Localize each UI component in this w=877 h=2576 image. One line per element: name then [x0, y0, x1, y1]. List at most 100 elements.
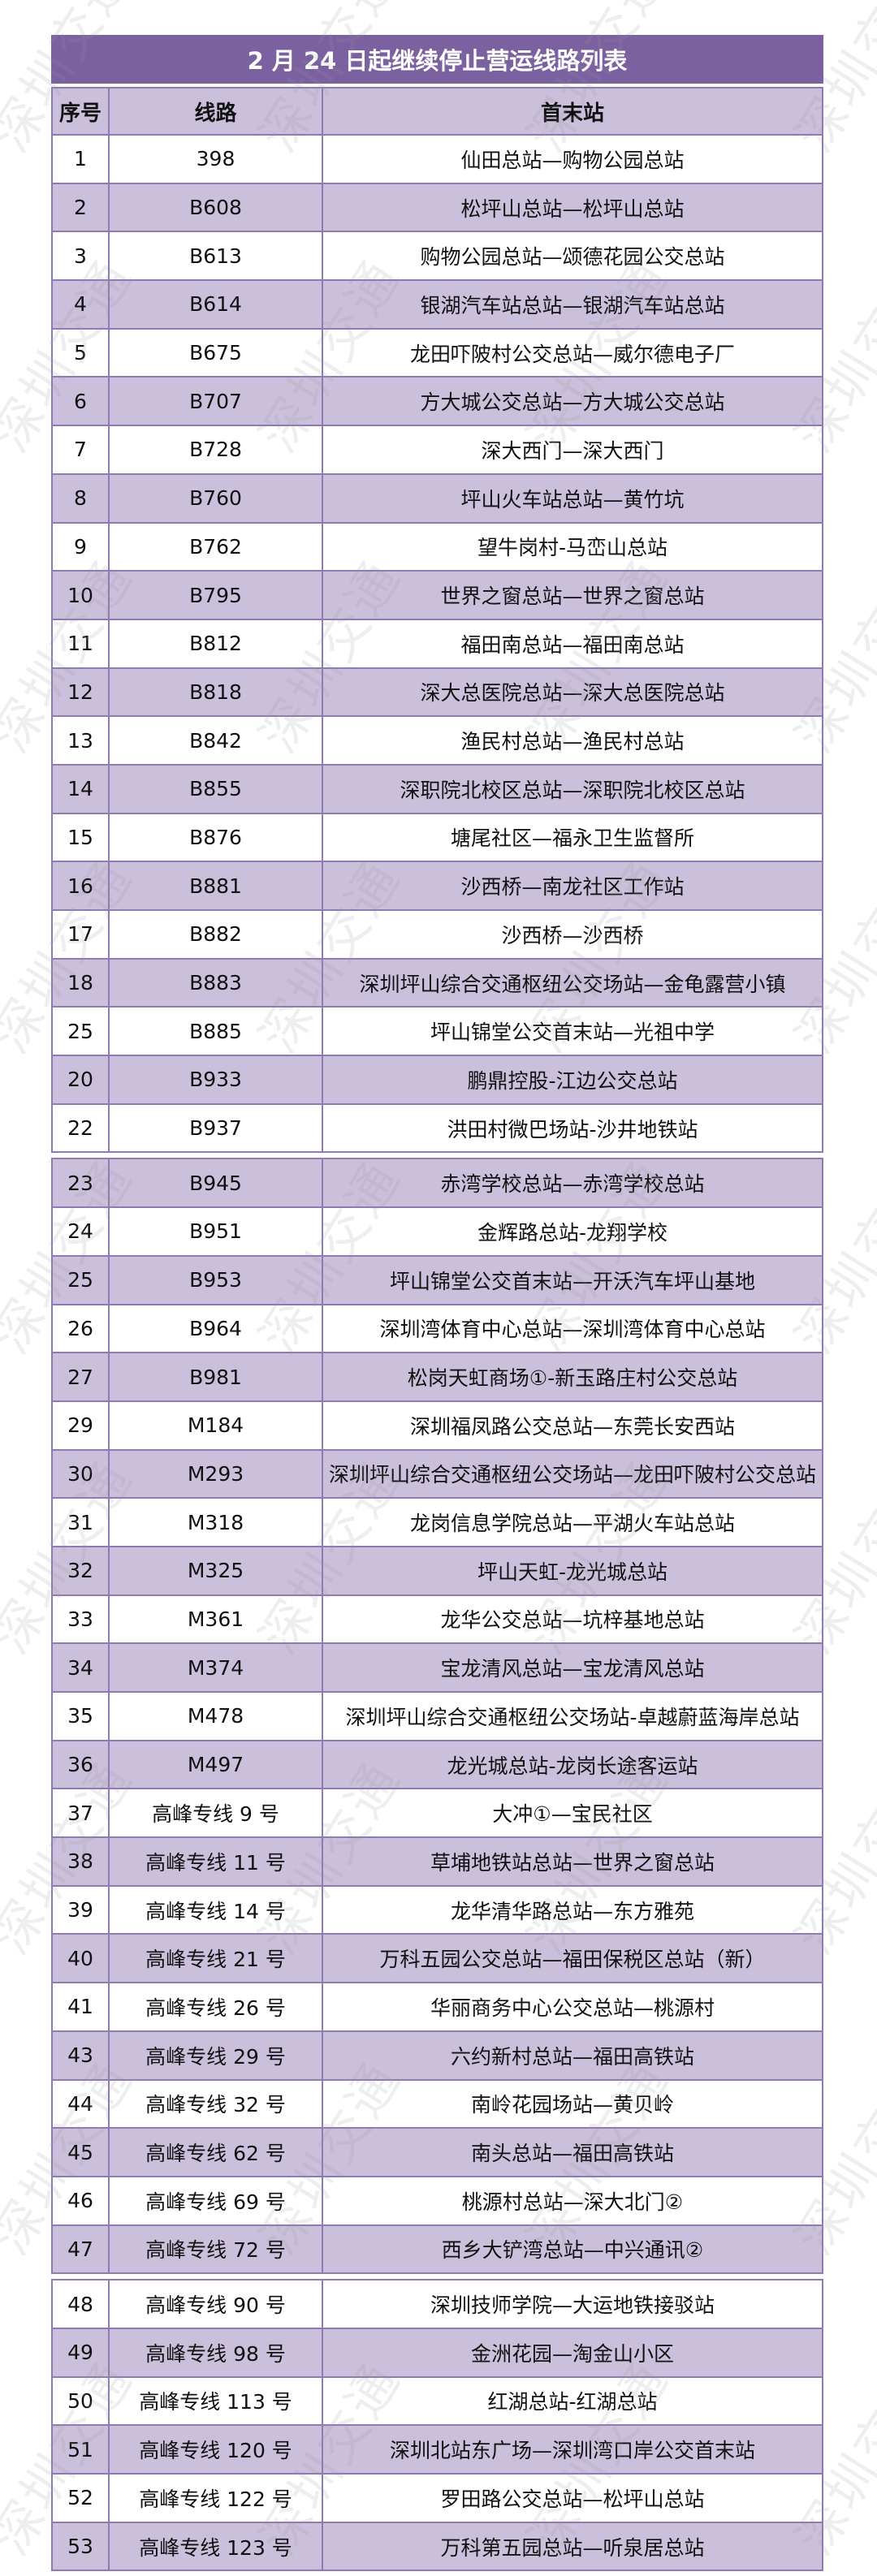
- cell-stops: 世界之窗总站—世界之窗总站: [440, 585, 705, 609]
- cell-line: M478: [110, 1693, 323, 1740]
- cell-stops: 华丽商务中心公交总站—桃源村: [430, 1996, 715, 2020]
- table-row: 23 B945 赤湾学校总站—赤湾学校总站: [53, 1159, 822, 1209]
- table-row: 10 B795 世界之窗总站—世界之窗总站: [53, 572, 822, 620]
- cell-line: B613: [110, 232, 323, 280]
- table-row: 14 B855 深职院北校区总站—深职院北校区总站: [53, 765, 822, 814]
- table-row: 34 M374 宝龙清风总站—宝龙清风总站: [53, 1644, 822, 1693]
- cell-number: 6: [53, 378, 110, 425]
- cell-line: M325: [110, 1547, 323, 1594]
- cell-stops: 桃源村总站—深大北门②: [461, 2190, 684, 2214]
- cell-number: 1: [53, 136, 110, 183]
- cell-number: 31: [53, 1499, 110, 1546]
- cell-number: 46: [53, 2177, 110, 2224]
- cell-stops: 万科五园公交总站—福田保税区总站（新）: [379, 1948, 766, 1972]
- cell-stops: 深大总医院总站—深大总医院总站: [420, 681, 725, 705]
- cell-stops: 坪山锦堂公交首末站—光祖中学: [430, 1020, 715, 1045]
- table-row: 32 M325 坪山天虹-龙光城总站: [53, 1547, 822, 1596]
- table-title: 2 月 24 日起继续停止营运线路列表: [51, 35, 823, 84]
- cell-number: 11: [53, 619, 110, 667]
- table-row: 18 B883 深圳坪山综合交通枢纽公交场站—金龟露营小镇: [53, 959, 822, 1008]
- cell-line: B937: [110, 1104, 323, 1152]
- cell-number: 41: [53, 1983, 110, 2030]
- cell-line: B981: [110, 1353, 323, 1400]
- cell-number: 50: [53, 2377, 110, 2425]
- cell-number: 43: [53, 2031, 110, 2079]
- cell-stops: 龙岗信息学院总站—平湖火车站总站: [409, 1512, 735, 1536]
- cell-stops: 草埔地铁站总站—世界之窗总站: [430, 1850, 715, 1875]
- table-row: 11 B812 福田南总站—福田南总站: [53, 619, 822, 669]
- cell-stops: 银湖汽车站总站—银湖汽车站总站: [420, 293, 725, 317]
- cell-line: 高峰专线 14 号: [110, 1886, 323, 1934]
- cell-stops: 仙田总站—购物公园总站: [460, 148, 685, 172]
- cell-stops: 塘尾社区—福永卫生监督所: [450, 826, 694, 851]
- cell-line: B842: [110, 717, 323, 764]
- suspended-lines-table: 2 月 24 日起继续停止营运线路列表 序号 线路 首末站 1 398 仙田总站—购物公园…: [51, 35, 823, 2576]
- cell-line: 高峰专线 113 号: [110, 2377, 323, 2425]
- cell-line: M374: [110, 1644, 323, 1691]
- table-row: 35 M478 深圳坪山综合交通枢纽公交场站-卓越蔚蓝海岸总站: [53, 1693, 822, 1741]
- cell-number: 48: [53, 2280, 110, 2328]
- cell-line: B675: [110, 329, 323, 377]
- table-row: 49 高峰专线 98 号 金洲花园—淘金山小区: [53, 2328, 822, 2378]
- table-row: 22 B937 洪田村微巴场站-沙井地铁站: [53, 1104, 822, 1154]
- table-row: 6 B707 方大城公交总站—方大城公交总站: [53, 378, 822, 427]
- cell-number: 53: [53, 2522, 110, 2570]
- cell-stops: 龙田吓陂村公交总站—威尔德电子厂: [409, 342, 735, 366]
- cell-stops: 金洲花园—淘金山小区: [470, 2341, 674, 2366]
- table-group: 23 B945 赤湾学校总站—赤湾学校总站 24 B951 金辉路总站-龙翔学校 25 B95…: [51, 1158, 823, 2275]
- cell-number: 12: [53, 668, 110, 716]
- table-row: 7 B728 深大西门—深大西门: [53, 426, 822, 475]
- cell-stops: 深职院北校区总站—深职院北校区总站: [400, 778, 745, 802]
- cell-number: 9: [53, 523, 110, 571]
- cell-number: 7: [53, 426, 110, 473]
- cell-number: 49: [53, 2328, 110, 2376]
- cell-number: 25: [53, 1256, 110, 1304]
- cell-number: 37: [53, 1789, 110, 1837]
- cell-stops: 六约新村总站—福田高铁站: [450, 2044, 694, 2069]
- cell-stops: 南头总站—福田高铁站: [470, 2142, 674, 2166]
- table-row: 46 高峰专线 69 号 桃源村总站—深大北门②: [53, 2177, 822, 2226]
- cell-stops: 深圳坪山综合交通枢纽公交场站-卓越蔚蓝海岸总站: [345, 1705, 800, 1729]
- table-row: 53 高峰专线 123 号 万科第五园总站—听泉居总站: [53, 2522, 822, 2572]
- cell-stops: 罗田路公交总站—松坪山总站: [440, 2487, 705, 2511]
- cell-stops: 深圳坪山综合交通枢纽公交场站—龙田吓陂村公交总站: [328, 1463, 816, 1487]
- cell-line: 高峰专线 98 号: [110, 2328, 323, 2376]
- table-row: 40 高峰专线 21 号 万科五园公交总站—福田保税区总站（新）: [53, 1935, 822, 1984]
- table-row: 50 高峰专线 113 号 红湖总站-红湖总站: [53, 2377, 822, 2427]
- table-row: 48 高峰专线 90 号 深圳技师学院—大运地铁接驳站: [53, 2280, 822, 2329]
- cell-number: 32: [53, 1547, 110, 1594]
- cell-number: 25: [53, 1008, 110, 1055]
- cell-line: 高峰专线 123 号: [110, 2522, 323, 2570]
- cell-number: 38: [53, 1838, 110, 1885]
- cell-line: B953: [110, 1256, 323, 1304]
- cell-line: B882: [110, 911, 323, 958]
- cell-number: 24: [53, 1208, 110, 1255]
- cell-stops: 万科第五园总站—听泉居总站: [440, 2535, 705, 2560]
- table-row: 4 B614 银湖汽车站总站—银湖汽车站总站: [53, 281, 822, 330]
- header-stops: 首末站: [540, 101, 604, 126]
- cell-line: M318: [110, 1499, 323, 1546]
- cell-stops: 宝龙清风总站—宝龙清风总站: [440, 1657, 705, 1681]
- cell-stops: 松坪山总站—松坪山总站: [460, 196, 685, 221]
- cell-stops: 坪山锦堂公交首末站—开沃汽车坪山基地: [389, 1269, 755, 1293]
- cell-stops: 望牛岗村-马峦山总站: [477, 536, 668, 560]
- cell-line: 398: [110, 136, 323, 183]
- cell-number: 44: [53, 2080, 110, 2128]
- table-row: 41 高峰专线 26 号 华丽商务中心公交总站—桃源村: [53, 1983, 822, 2032]
- cell-number: 26: [53, 1305, 110, 1353]
- cell-number: 23: [53, 1159, 110, 1207]
- cell-stops: 深圳北站东广场—深圳湾口岸公交首末站: [389, 2439, 755, 2463]
- table-row: 26 B964 深圳湾体育中心总站—深圳湾体育中心总站: [53, 1305, 822, 1354]
- cell-line: M184: [110, 1401, 323, 1449]
- cell-line: 高峰专线 9 号: [110, 1789, 323, 1837]
- table-row: 44 高峰专线 32 号 南岭花园场站—黄贝岭: [53, 2080, 822, 2129]
- table-row: 43 高峰专线 29 号 六约新村总站—福田高铁站: [53, 2031, 822, 2081]
- cell-line: 高峰专线 32 号: [110, 2080, 323, 2128]
- cell-stops: 龙华清华路总站—东方雅苑: [450, 1899, 694, 1923]
- cell-number: 40: [53, 1935, 110, 1983]
- cell-line: 高峰专线 29 号: [110, 2031, 323, 2079]
- cell-number: 33: [53, 1595, 110, 1643]
- cell-stops: 金辉路总站-龙翔学校: [477, 1220, 668, 1245]
- cell-number: 34: [53, 1644, 110, 1691]
- cell-stops: 南岭花园场站—黄贝岭: [470, 2093, 674, 2117]
